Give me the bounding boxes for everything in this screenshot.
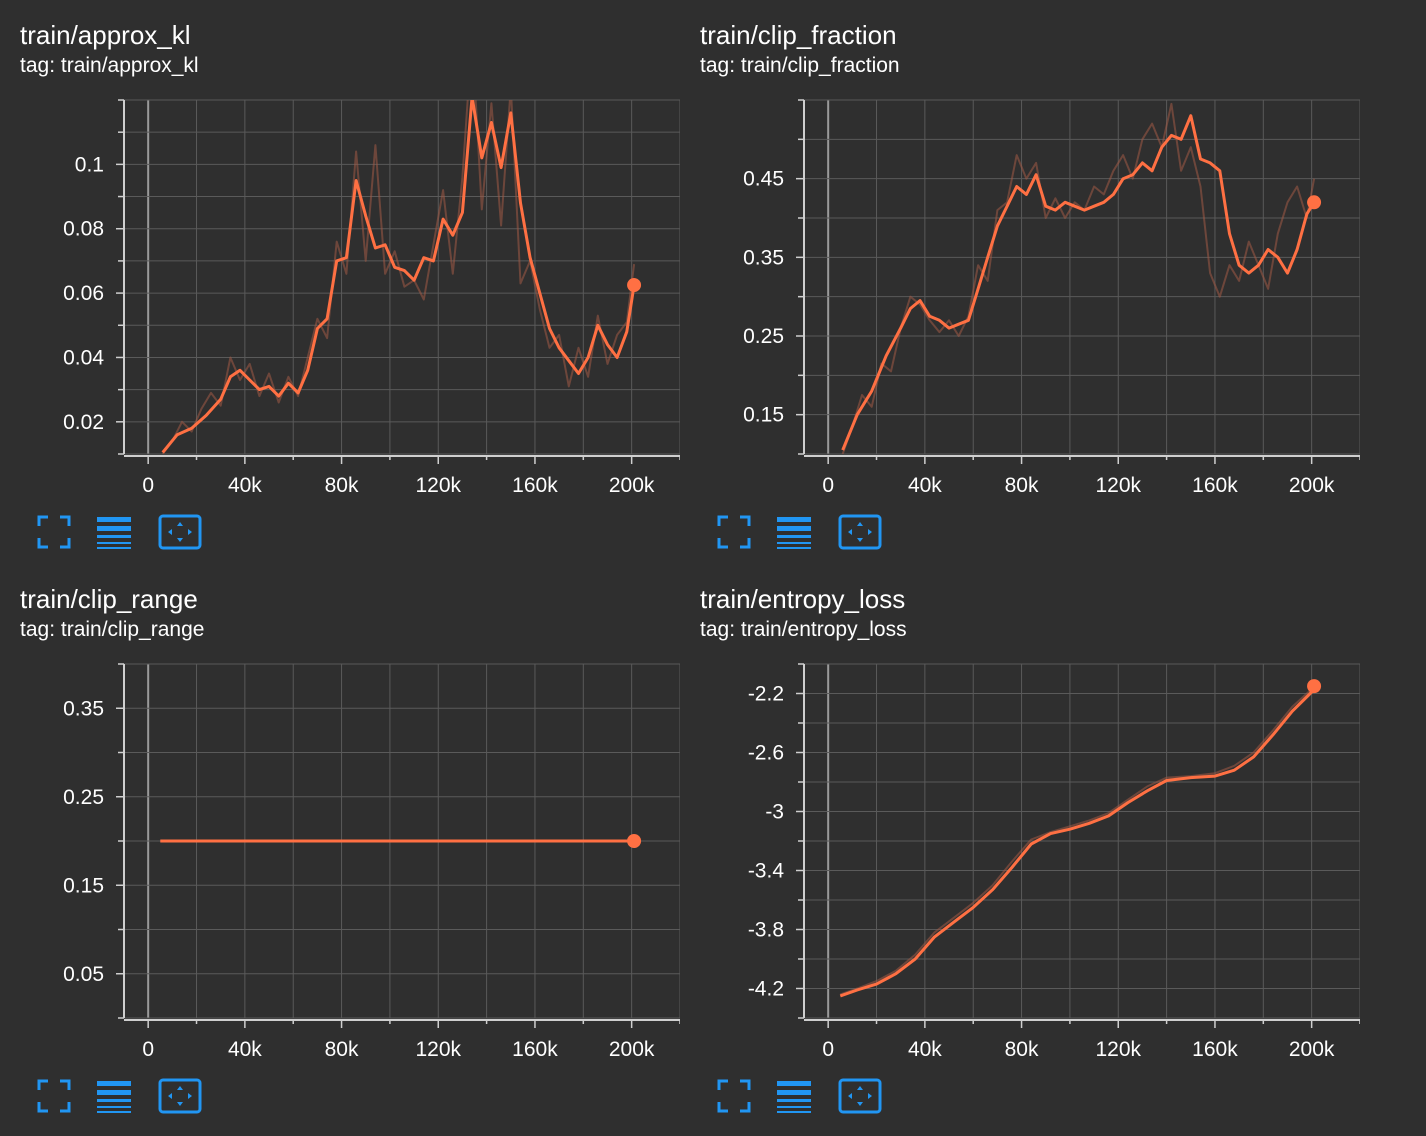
fullscreen-icon[interactable]	[36, 514, 72, 550]
fullscreen-icon[interactable]	[36, 1078, 72, 1114]
x-tick-label: 0	[822, 1038, 834, 1061]
x-tick-label: 80k	[325, 1038, 359, 1061]
fullscreen-icon[interactable]	[716, 514, 752, 550]
last-value-point	[627, 834, 642, 848]
chart-title: train/clip_range	[20, 584, 198, 614]
fit-domain-icon[interactable]	[158, 1078, 202, 1114]
y-tick-label: 0.35	[63, 697, 104, 720]
x-tick-label: 160k	[1192, 474, 1238, 497]
chart-card-clip-fraction: train/clip_fraction tag: train/clip_frac…	[680, 0, 1360, 568]
x-tick-label: 40k	[908, 474, 942, 497]
x-tick-label: 40k	[908, 1038, 942, 1061]
chart-card-entropy-loss: train/entropy_loss tag: train/entropy_lo…	[680, 564, 1360, 1132]
raw-series-line	[839, 684, 1315, 996]
raw-series-line	[161, 100, 636, 454]
chart-title: train/approx_kl	[20, 20, 191, 50]
x-tick-label: 80k	[1005, 1038, 1039, 1061]
y-tick-label: 0.15	[63, 874, 104, 897]
smoothed-series-line	[161, 100, 636, 454]
chart-plot[interactable]: 0 40k 80k 120k 160k 200k 0.15 0.25 0.35 0.45	[680, 0, 1360, 568]
chart-plot[interactable]: 0 40k 80k 120k 160k 200k -4.2 -3.8 -3.4 -3 -2.6 -2.…	[680, 564, 1360, 1132]
x-tick-label: 160k	[1192, 1038, 1238, 1061]
x-tick-label: 160k	[512, 474, 558, 497]
x-tick-label: 40k	[228, 1038, 262, 1061]
y-tick-label: -2.2	[748, 683, 784, 706]
fit-domain-icon[interactable]	[838, 514, 882, 550]
x-tick-label: 120k	[415, 474, 461, 497]
chart-tag: tag: train/approx_kl	[20, 54, 199, 77]
x-tick-label: 200k	[609, 474, 655, 497]
chart-tag: tag: train/entropy_loss	[700, 618, 907, 641]
chart-plot[interactable]: 0 40k 80k 120k 160k 200k 0.05 0.15 0.25 0.35	[0, 564, 680, 1132]
chart-card-approx-kl: train/approx_kl tag: train/approx_kl 0 40…	[0, 0, 680, 568]
fit-domain-icon[interactable]	[158, 514, 202, 550]
chart-tag: tag: train/clip_range	[20, 618, 205, 641]
fit-domain-icon[interactable]	[838, 1078, 882, 1114]
x-tick-label: 120k	[415, 1038, 461, 1061]
y-tick-label: 0.04	[63, 346, 104, 369]
y-tick-label: 0.05	[63, 963, 104, 986]
y-tick-label: -4.2	[748, 978, 784, 1001]
y-tick-label: 0.08	[63, 218, 104, 241]
y-tick-label: -3.4	[748, 860, 785, 883]
x-tick-label: 200k	[609, 1038, 655, 1061]
y-tick-label: 0.35	[743, 246, 784, 269]
y-tick-label: 0.45	[743, 168, 784, 191]
lines-icon[interactable]	[776, 514, 812, 550]
fullscreen-icon[interactable]	[716, 1078, 752, 1114]
x-tick-label: 200k	[1289, 474, 1335, 497]
last-value-point	[1307, 195, 1322, 210]
chart-card-clip-range: train/clip_range tag: train/clip_range 0…	[0, 564, 680, 1132]
y-tick-label: 0.25	[743, 325, 784, 348]
y-tick-label: -2.6	[748, 742, 784, 765]
y-tick-label: 0.1	[75, 153, 104, 176]
smoothed-series-line	[839, 685, 1316, 998]
smoothed-series-line	[841, 114, 1316, 451]
chart-title: train/entropy_loss	[700, 584, 906, 614]
y-tick-label: -3.8	[748, 919, 784, 942]
last-value-point	[1307, 679, 1322, 694]
y-tick-label: 0.06	[63, 282, 104, 305]
x-tick-label: 200k	[1289, 1038, 1335, 1061]
chart-title: train/clip_fraction	[700, 20, 897, 50]
y-tick-label: 0.25	[63, 786, 104, 809]
last-value-point	[627, 278, 642, 293]
x-tick-label: 160k	[512, 1038, 558, 1061]
x-tick-label: 0	[142, 474, 154, 497]
lines-icon[interactable]	[776, 1078, 812, 1114]
x-tick-label: 120k	[1095, 474, 1141, 497]
lines-icon[interactable]	[96, 514, 132, 550]
x-tick-label: 0	[822, 474, 834, 497]
y-tick-label: -3	[765, 801, 784, 824]
x-tick-label: 80k	[325, 474, 359, 497]
lines-icon[interactable]	[96, 1078, 132, 1114]
x-tick-label: 40k	[228, 474, 262, 497]
x-tick-label: 120k	[1095, 1038, 1141, 1061]
y-tick-label: 0.15	[743, 404, 784, 427]
raw-series-line	[841, 102, 1316, 454]
chart-tag: tag: train/clip_fraction	[700, 54, 900, 77]
x-tick-label: 0	[142, 1038, 154, 1061]
y-tick-label: 0.02	[63, 411, 104, 434]
chart-plot[interactable]: 0 40k 80k 120k 160k 200k 0.02 0.04 0.06 0.08 0.1	[0, 0, 680, 568]
x-tick-label: 80k	[1005, 474, 1039, 497]
